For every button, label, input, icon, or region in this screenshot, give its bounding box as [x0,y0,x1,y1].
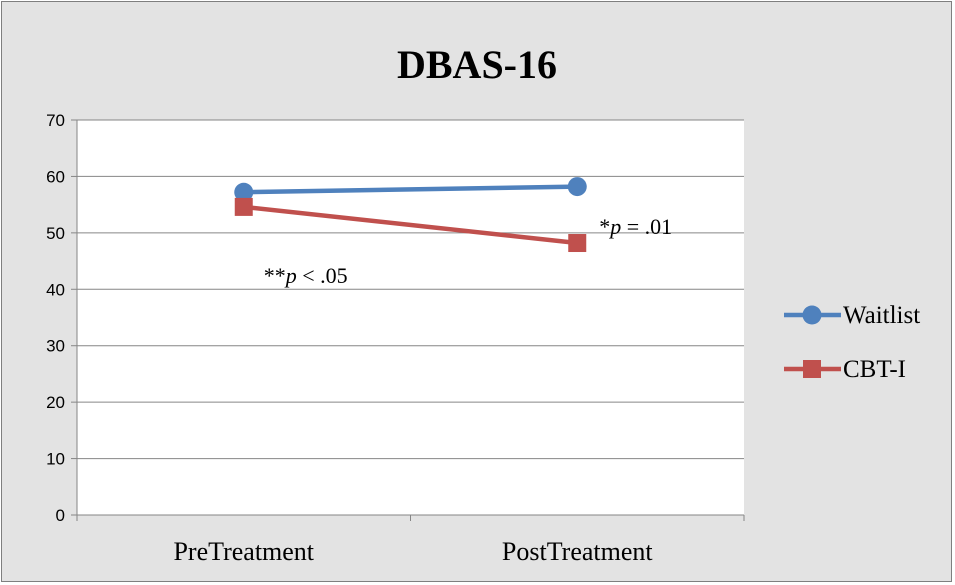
y-tick-label: 40 [46,280,65,299]
y-tick-labels: 0 10 20 30 40 50 60 70 [46,111,65,525]
gridlines [77,119,744,460]
legend: Waitlist CBT-I [784,302,920,383]
legend-marker [802,305,822,325]
chart-title: DBAS-16 [397,42,557,87]
x-tick-label: PreTreatment [173,537,314,566]
series-group [234,177,587,253]
annotation-stars: * [599,214,610,239]
y-tick-label: 0 [56,506,65,525]
data-point-waitlist [234,182,254,202]
legend-label: Waitlist [843,302,920,329]
significance-annotation: **p < .05 [264,263,348,288]
data-point-cbt-i [234,197,253,216]
annotation-stars: ** [264,263,286,288]
annotation-value: = .01 [621,214,672,239]
annotation-p: p [608,214,621,239]
axes [71,119,745,521]
y-tick-label: 60 [46,167,65,186]
y-tick-label: 30 [46,337,65,356]
x-tick-label: PostTreatment [502,537,653,566]
legend-marker [803,360,821,378]
y-tick-label: 50 [46,224,65,243]
plot-area [77,120,744,515]
legend-label: CBT-I [843,356,906,383]
annotation-value: < .05 [297,263,348,288]
annotations: **p < .05*p = .01 [264,214,672,288]
y-tick-label: 20 [46,393,65,412]
data-point-cbt-i [568,234,587,253]
significance-annotation: *p = .01 [599,214,672,239]
y-tick-label: 10 [46,450,65,469]
series-line-waitlist [243,184,578,195]
x-tick-labels: PreTreatment PostTreatment [173,537,653,566]
y-tick-label: 70 [46,111,65,130]
series-line-cbt-i [243,204,578,246]
annotation-p: p [284,263,297,288]
data-point-waitlist [567,177,587,197]
